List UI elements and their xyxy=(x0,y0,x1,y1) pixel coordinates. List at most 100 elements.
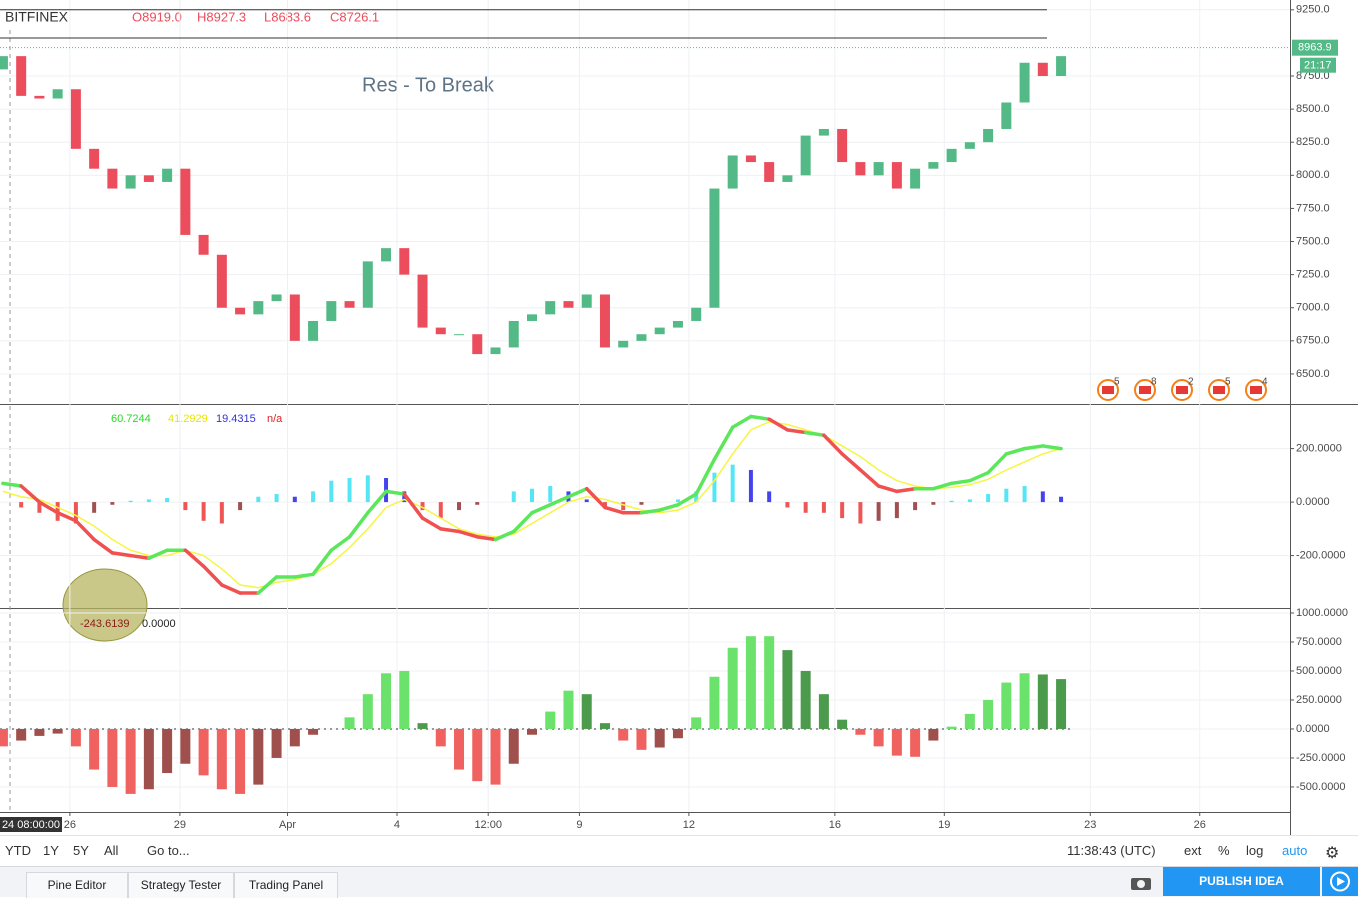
annotation[interactable]: Res - To Break xyxy=(362,74,495,96)
candle xyxy=(636,334,647,341)
main-line xyxy=(92,537,115,555)
histogram-bar xyxy=(654,728,665,748)
candle xyxy=(89,148,100,169)
option-percent[interactable]: % xyxy=(1218,843,1230,858)
histogram-bar xyxy=(621,502,626,511)
histogram-bar xyxy=(1059,496,1064,503)
x-tick-label: 26 xyxy=(64,819,76,831)
main-line xyxy=(785,428,808,435)
candle xyxy=(417,274,428,328)
histogram-bar xyxy=(16,728,27,741)
publish-button[interactable]: PUBLISH IDEA xyxy=(1163,867,1320,896)
option-log[interactable]: log xyxy=(1246,843,1264,858)
main-line xyxy=(694,457,717,496)
indicator-value: 41.2929 xyxy=(168,413,208,425)
histogram-bar xyxy=(618,728,629,741)
histogram-bar xyxy=(894,502,899,519)
candle xyxy=(855,162,866,176)
main-line xyxy=(256,575,279,595)
histogram-bar xyxy=(274,494,279,503)
histogram-bar xyxy=(201,502,206,521)
candle xyxy=(618,340,629,348)
main-line xyxy=(402,492,425,520)
histogram-bar xyxy=(37,502,42,513)
indicator-value: 0.0000 xyxy=(142,618,176,630)
histogram-bar xyxy=(602,502,607,508)
histogram-bar xyxy=(70,728,81,747)
tab[interactable]: Pine Editor xyxy=(26,872,128,898)
candle xyxy=(964,142,975,149)
candle xyxy=(235,307,246,315)
main-line xyxy=(110,551,133,558)
histogram-bar xyxy=(183,502,188,511)
main-line xyxy=(566,486,589,499)
histogram-bar xyxy=(1022,486,1027,503)
histogram-bar xyxy=(800,670,811,729)
symbol[interactable]: BITFINEX xyxy=(5,9,69,25)
indicator-value: -243.6139 xyxy=(80,618,130,630)
camera-icon[interactable] xyxy=(1130,875,1152,891)
x-tick-label: 19 xyxy=(938,819,950,831)
main-line xyxy=(895,486,917,494)
histogram-bar xyxy=(639,502,644,505)
histogram-bar xyxy=(748,469,753,503)
ohlc-high: H8927.3 xyxy=(197,9,246,24)
main-line xyxy=(74,519,96,542)
candle xyxy=(16,56,27,96)
last-price-box xyxy=(1292,39,1338,56)
histogram-bar xyxy=(858,502,863,524)
option-ext[interactable]: ext xyxy=(1184,843,1202,858)
candle xyxy=(782,175,793,182)
main-line xyxy=(803,430,826,437)
histogram-bar xyxy=(599,723,610,729)
cursor-box xyxy=(0,817,62,832)
histogram-bar xyxy=(949,500,954,503)
histogram-bar xyxy=(675,499,680,503)
histogram-bar xyxy=(381,673,392,729)
histogram-bar xyxy=(964,713,975,729)
settings-icon[interactable]: ⚙ xyxy=(1325,845,1340,862)
main-line xyxy=(949,478,972,486)
histogram-bar xyxy=(362,694,373,729)
histogram-bar xyxy=(785,502,790,508)
histogram-bar xyxy=(435,728,446,747)
candle xyxy=(1001,102,1012,129)
range-button[interactable]: 5Y xyxy=(73,843,89,858)
play-button[interactable] xyxy=(1322,867,1358,896)
goto-button[interactable]: Go to... xyxy=(147,843,190,858)
range-button[interactable]: 1Y xyxy=(43,843,59,858)
histogram-bar xyxy=(931,502,936,505)
y-tick-label: -250.0000 xyxy=(1296,752,1346,764)
event-count: 8 xyxy=(1151,377,1157,388)
histogram-bar xyxy=(125,728,136,794)
event-flag xyxy=(1213,386,1225,394)
option-auto[interactable]: auto xyxy=(1282,843,1308,858)
y-tick-label: 8750.0 xyxy=(1296,70,1330,82)
histogram-bar xyxy=(821,502,826,513)
tab[interactable]: Trading Panel xyxy=(234,872,338,898)
event-count: 5 xyxy=(1225,377,1231,388)
histogram-bar xyxy=(329,480,334,503)
circle-drawing xyxy=(62,568,148,642)
histogram-bar xyxy=(511,491,516,503)
histogram-bar xyxy=(73,502,78,524)
histogram-bar xyxy=(873,728,884,747)
histogram-bar xyxy=(876,502,881,521)
histogram-bar xyxy=(545,711,556,729)
bottom-tabs: Pine Editor Strategy Tester Trading Pane… xyxy=(0,866,1358,898)
candle xyxy=(162,168,173,182)
main-line xyxy=(347,511,370,539)
candle xyxy=(946,148,957,163)
candle xyxy=(472,334,483,355)
range-button[interactable]: YTD xyxy=(5,843,31,858)
histogram-bar xyxy=(1004,488,1009,503)
histogram-bar xyxy=(983,699,994,729)
range-button[interactable]: All xyxy=(104,843,119,858)
histogram-bar xyxy=(52,728,63,734)
histogram-bar xyxy=(946,726,957,729)
histogram-bar xyxy=(347,478,352,503)
main-line xyxy=(512,511,534,534)
tab[interactable]: Strategy Tester xyxy=(128,872,234,898)
main-line xyxy=(475,535,498,542)
histogram-bar xyxy=(438,502,443,519)
